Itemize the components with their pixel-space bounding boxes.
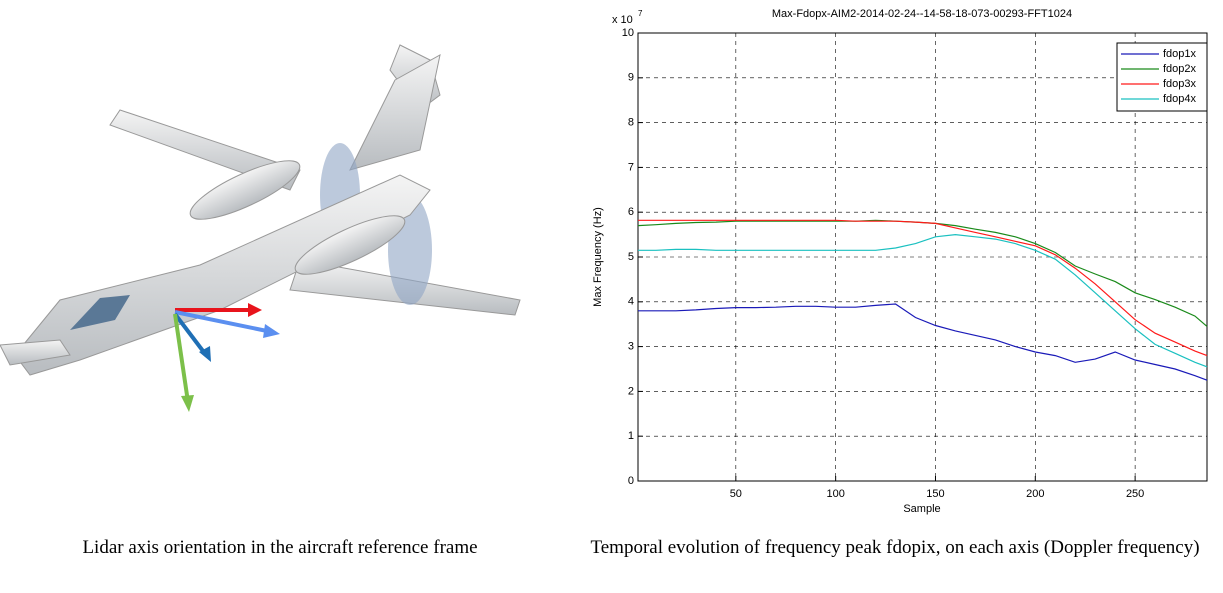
caption: Lidar axis orientation in the aircraft r… xyxy=(82,537,478,558)
y-tick-label: 0 xyxy=(628,475,634,487)
x-tick-label: 250 xyxy=(1126,488,1144,500)
y-tick-label: 7 xyxy=(628,161,634,173)
y-tick-label: 10 xyxy=(622,27,634,39)
legend-label: fdop1x xyxy=(1163,48,1197,60)
y-tick-label: 9 xyxy=(628,72,634,84)
x-axis-label: Sample xyxy=(903,503,940,515)
caption: Temporal evolution of frequency peak fdo… xyxy=(590,537,1200,558)
plot-frame xyxy=(637,32,1208,482)
engine xyxy=(189,160,301,220)
arrow-head xyxy=(181,395,194,412)
y-axis-label: Max Frequency (Hz) xyxy=(592,207,604,307)
legend-label: fdop2x xyxy=(1163,63,1197,75)
z-axis-arrow xyxy=(173,313,190,403)
fuselage xyxy=(14,174,431,376)
series-line xyxy=(637,219,1208,327)
series-line xyxy=(638,303,1208,381)
y-tick-label: 8 xyxy=(628,117,634,129)
chart: Max-Fdopx-AIM2-2014-02-24--14-58-18-073-… xyxy=(592,8,1208,515)
series-line xyxy=(638,233,1208,368)
y-multiplier-exponent: 7 xyxy=(638,9,643,18)
y-tick-label: 4 xyxy=(628,296,634,308)
y-tick-label: 1 xyxy=(628,430,634,442)
canard xyxy=(0,339,71,366)
chart-title: Max-Fdopx-AIM2-2014-02-24--14-58-18-073-… xyxy=(772,8,1072,20)
aircraft-illustration xyxy=(0,44,521,412)
axis-arrow xyxy=(173,312,208,357)
arrow-head xyxy=(263,324,280,338)
y-tick-label: 3 xyxy=(628,341,634,353)
x-tick-label: 200 xyxy=(1026,488,1044,500)
x-tick-label: 50 xyxy=(730,488,742,500)
x-tick-label: 150 xyxy=(926,488,944,500)
y-tick-label: 6 xyxy=(628,206,634,218)
x-tick-label: 100 xyxy=(826,488,844,500)
engine xyxy=(294,215,406,275)
y-multiplier: x 10 xyxy=(612,14,633,26)
axes-arrows xyxy=(173,303,280,412)
arrow-head xyxy=(199,346,211,362)
cockpit xyxy=(70,295,130,330)
series-line xyxy=(638,219,1208,357)
vertical-tail xyxy=(349,54,441,171)
y-tick-label: 5 xyxy=(628,251,634,263)
legend-label: fdop3x xyxy=(1163,78,1197,90)
arrow-head xyxy=(248,303,262,317)
axis-arrow xyxy=(174,310,273,334)
y-tick-label: 2 xyxy=(628,385,634,397)
legend-label: fdop4x xyxy=(1163,93,1197,105)
